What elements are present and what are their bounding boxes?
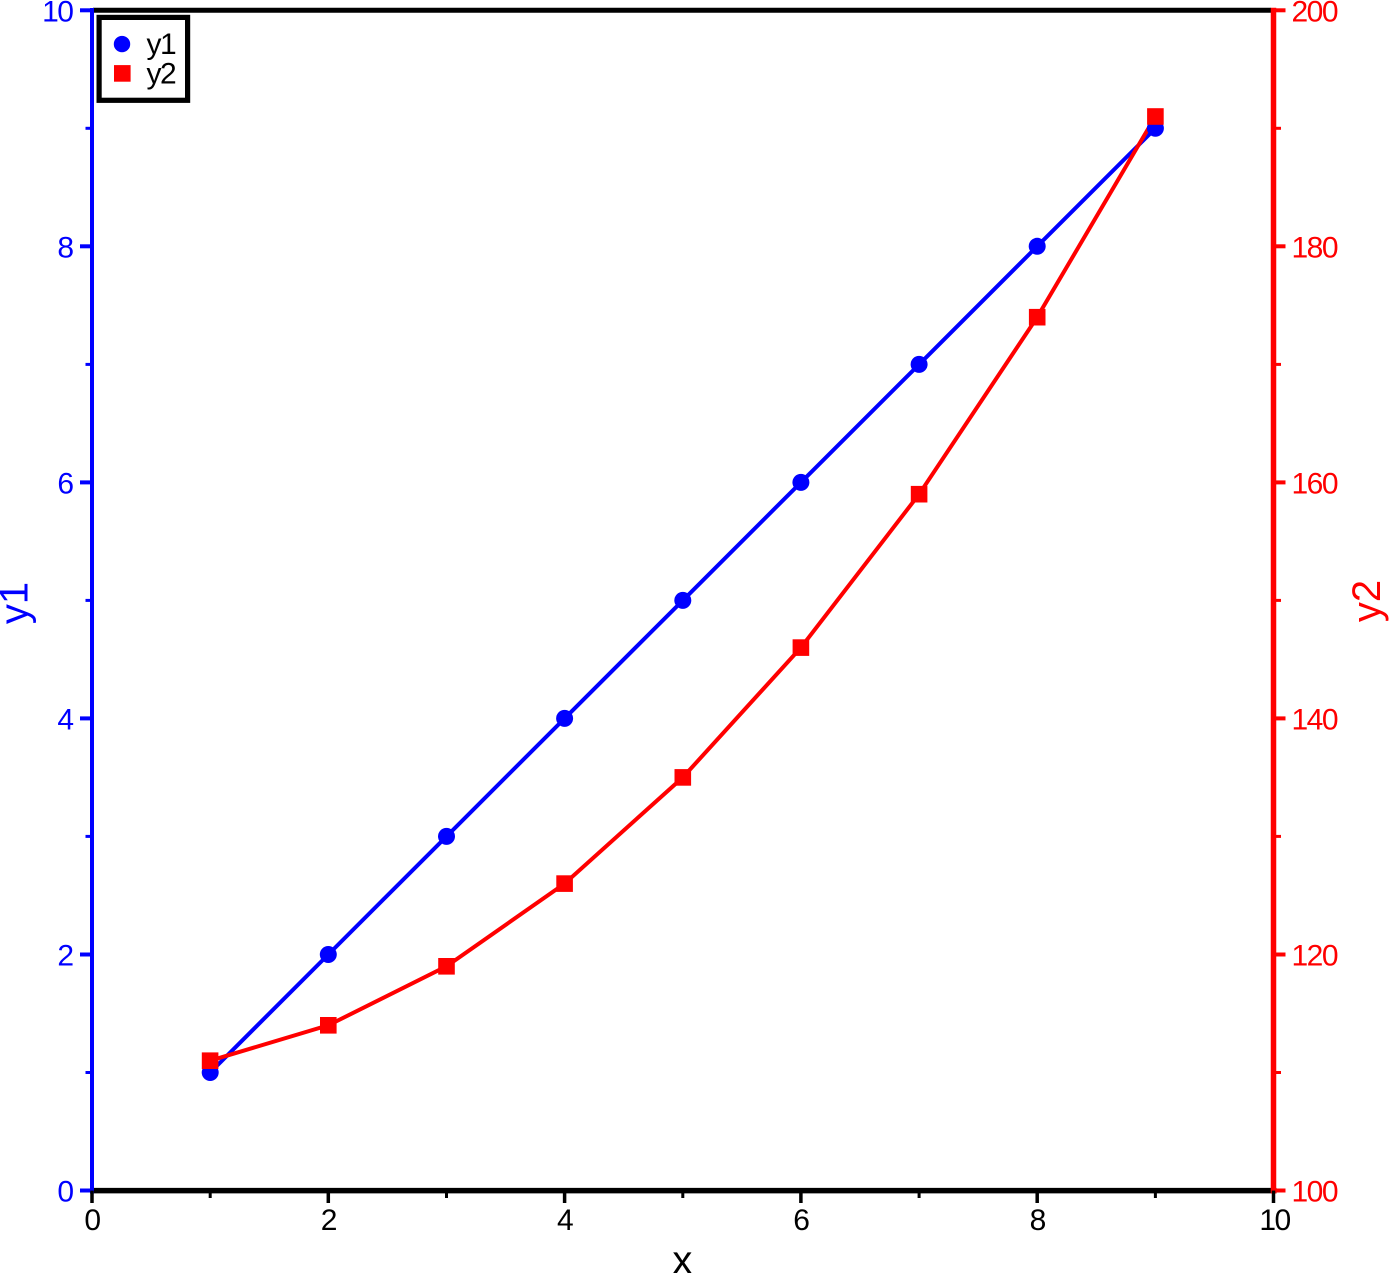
svg-text:x: x [672, 1239, 692, 1273]
svg-text:0: 0 [84, 1204, 100, 1237]
svg-text:y2: y2 [147, 58, 177, 91]
svg-text:y1: y1 [0, 582, 37, 624]
svg-text:100: 100 [1292, 1176, 1338, 1209]
svg-text:y2: y2 [1345, 580, 1389, 622]
svg-text:120: 120 [1292, 940, 1338, 973]
svg-text:160: 160 [1292, 467, 1338, 500]
svg-text:8: 8 [1030, 1204, 1046, 1237]
svg-text:180: 180 [1292, 231, 1338, 264]
svg-text:200: 200 [1292, 0, 1338, 28]
svg-text:10: 10 [1259, 1204, 1290, 1237]
svg-text:6: 6 [57, 467, 73, 500]
svg-text:0: 0 [57, 1176, 73, 1209]
svg-text:2: 2 [321, 1204, 337, 1237]
svg-text:6: 6 [793, 1204, 809, 1237]
svg-text:140: 140 [1292, 703, 1338, 736]
svg-text:8: 8 [57, 231, 73, 264]
svg-text:4: 4 [57, 703, 73, 736]
svg-text:y1: y1 [147, 28, 177, 61]
svg-text:4: 4 [557, 1204, 573, 1237]
svg-text:2: 2 [57, 940, 73, 973]
svg-text:10: 10 [42, 0, 73, 28]
